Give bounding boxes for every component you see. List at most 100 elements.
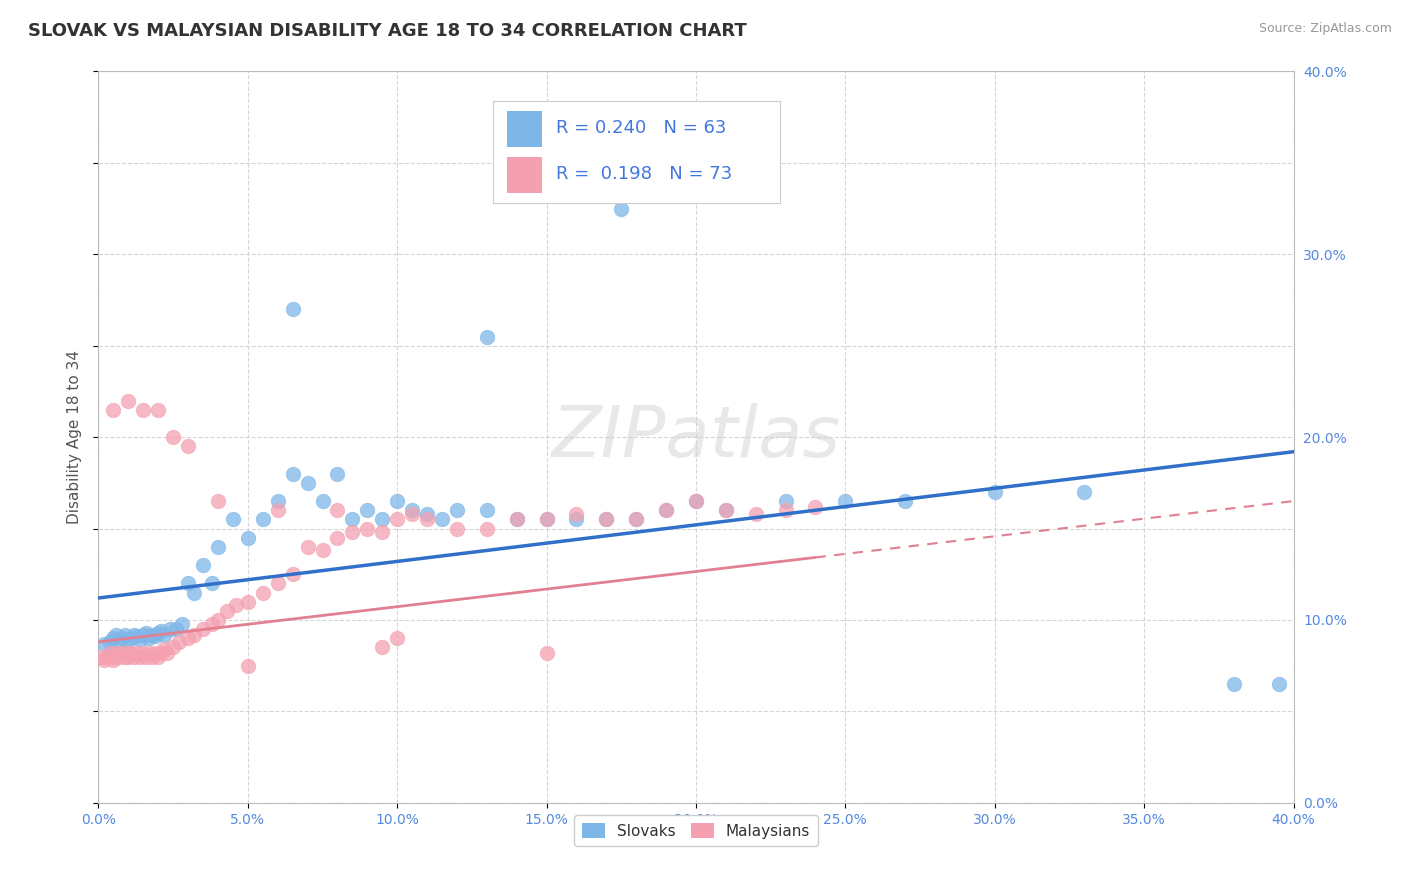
Point <box>127 646 149 660</box>
Point <box>401 507 423 521</box>
Point <box>267 494 290 508</box>
Point <box>162 430 184 444</box>
Point <box>177 576 200 591</box>
Point <box>135 649 157 664</box>
Point <box>98 646 122 660</box>
Text: Source: ZipAtlas.com: Source: ZipAtlas.com <box>1258 22 1392 36</box>
Point <box>141 649 163 664</box>
Point <box>143 629 166 643</box>
Point <box>446 521 468 535</box>
Point <box>685 494 707 508</box>
Point <box>236 658 259 673</box>
Point <box>143 646 166 660</box>
Point <box>326 467 349 481</box>
Point <box>141 627 163 641</box>
Point <box>207 540 229 554</box>
Point <box>252 512 274 526</box>
Point <box>430 512 453 526</box>
Point <box>222 512 245 526</box>
Point <box>132 627 155 641</box>
Point <box>103 649 125 664</box>
Point <box>610 202 633 216</box>
Point <box>124 627 146 641</box>
Point <box>297 475 319 490</box>
Point <box>281 301 304 317</box>
Point <box>371 512 394 526</box>
Point <box>215 604 238 618</box>
Point <box>416 512 439 526</box>
Point <box>177 439 200 453</box>
Point <box>183 627 205 641</box>
Point <box>385 512 409 526</box>
Point <box>714 503 737 517</box>
Point <box>225 599 247 613</box>
Point <box>201 576 224 591</box>
Point <box>595 512 617 526</box>
Point <box>252 585 274 599</box>
Point <box>342 512 364 526</box>
Point <box>236 594 259 608</box>
Point <box>207 613 229 627</box>
Point <box>356 503 378 517</box>
Point <box>103 653 125 667</box>
Point <box>371 525 394 540</box>
Point <box>120 646 142 660</box>
Point <box>236 531 259 545</box>
Point <box>506 512 529 526</box>
Point <box>207 494 229 508</box>
Point <box>775 503 797 517</box>
Point <box>111 632 134 646</box>
Text: SLOVAK VS MALAYSIAN DISABILITY AGE 18 TO 34 CORRELATION CHART: SLOVAK VS MALAYSIAN DISABILITY AGE 18 TO… <box>28 22 747 40</box>
Point <box>536 646 558 660</box>
Point <box>655 503 678 517</box>
Y-axis label: Disability Age 18 to 34: Disability Age 18 to 34 <box>67 350 83 524</box>
Point <box>117 649 139 664</box>
Point <box>111 646 134 660</box>
Point <box>114 649 136 664</box>
Point <box>655 503 678 517</box>
Point <box>416 507 439 521</box>
Point <box>385 632 409 646</box>
Point <box>138 632 160 646</box>
Point <box>93 637 115 651</box>
Point <box>148 649 170 664</box>
Point <box>117 633 139 648</box>
Point <box>191 622 214 636</box>
Point <box>172 616 194 631</box>
Point <box>401 503 423 517</box>
Point <box>135 625 157 640</box>
Point <box>150 624 173 638</box>
Point <box>565 512 588 526</box>
Point <box>311 543 333 558</box>
Point <box>129 633 152 648</box>
Point <box>117 393 139 408</box>
Point <box>475 503 498 517</box>
Point <box>132 646 155 660</box>
Point <box>167 635 190 649</box>
Point <box>177 632 200 646</box>
Point <box>326 531 349 545</box>
Point <box>201 616 224 631</box>
Point <box>153 642 176 657</box>
Point <box>159 622 181 636</box>
Point <box>595 512 617 526</box>
Point <box>536 512 558 526</box>
Point <box>894 494 917 508</box>
Point <box>626 512 648 526</box>
Point <box>342 525 364 540</box>
Point <box>127 629 149 643</box>
Point <box>311 494 333 508</box>
Point <box>371 640 394 655</box>
Point <box>148 402 170 417</box>
Point <box>108 635 131 649</box>
Point <box>150 646 173 660</box>
Point <box>1267 677 1289 691</box>
Point <box>138 646 160 660</box>
Point <box>834 494 856 508</box>
Point <box>565 507 588 521</box>
Point <box>714 503 737 517</box>
Point <box>267 576 290 591</box>
Point <box>191 558 214 573</box>
Point <box>105 627 128 641</box>
Point <box>385 494 409 508</box>
